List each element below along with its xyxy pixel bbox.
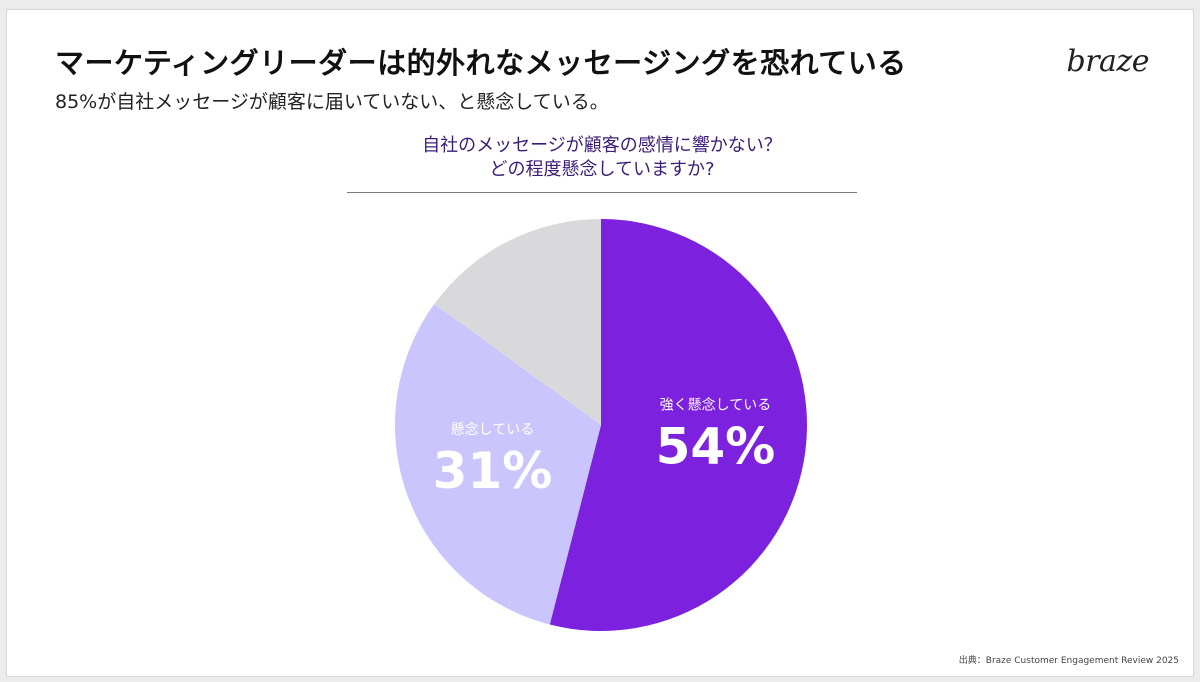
pie-slice-label-0: 強く懸念している (660, 396, 772, 413)
chart-title-divider (347, 192, 857, 193)
slide: マーケティングリーダーは的外れなメッセージングを恐れている 85%が自社メッセー… (6, 9, 1194, 677)
pie-slice-1 (395, 303, 601, 625)
pie-slice-value-0: 54% (656, 417, 776, 475)
braze-logo: braze (1066, 44, 1150, 79)
pie-slice-value-1: 31% (433, 442, 553, 500)
page-title: マーケティングリーダーは的外れなメッセージングを恐れている (55, 46, 907, 80)
pie-slice-label-1: 懸念している (451, 421, 535, 438)
source-note: 出典：Braze Customer Engagement Review 2025 (958, 656, 1179, 666)
chart-title-line-1: 自社のメッセージが顧客の感情に響かない？ (422, 135, 782, 156)
pie-slice-0 (549, 219, 807, 631)
chart-title: 自社のメッセージが顧客の感情に響かない？ どの程度懸念していますか? (347, 134, 857, 182)
pie-chart: 強く懸念している 54% 懸念している 31% (395, 219, 807, 631)
pie-slice-2 (434, 219, 601, 425)
chart-title-line-2: どの程度懸念していますか? (489, 159, 715, 180)
page-subtitle: 85%が自社メッセージが顧客に届いていない、と懸念している。 (55, 91, 609, 113)
